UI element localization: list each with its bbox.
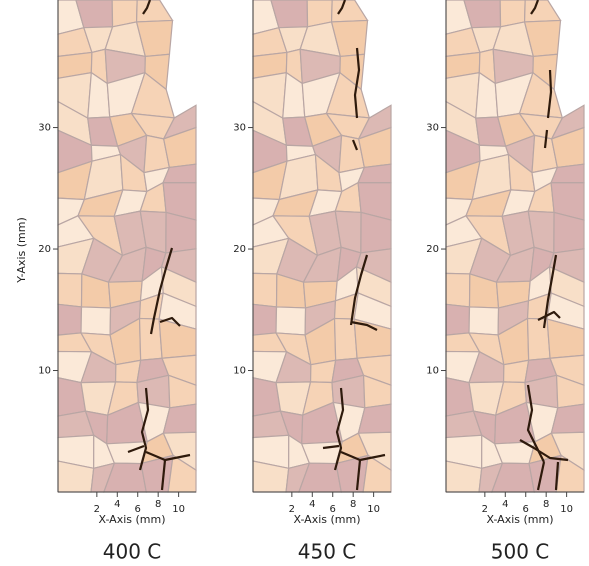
grain	[468, 306, 500, 336]
grain	[333, 317, 358, 361]
crack	[526, 384, 545, 463]
grain	[57, 303, 83, 336]
x-tick-label: 6	[135, 504, 141, 515]
cracks	[519, 0, 569, 491]
x-axis-label: X-Axis (mm)	[293, 513, 360, 526]
crack	[159, 316, 181, 327]
cracks	[322, 0, 386, 491]
x-tick-label: 10	[560, 504, 573, 515]
crack	[142, 0, 152, 15]
crack	[349, 254, 369, 326]
y-tick-label: 10	[38, 366, 51, 377]
y-tick-label: 10	[233, 366, 246, 377]
x-axis-label: X-Axis (mm)	[486, 513, 553, 526]
crack	[337, 0, 347, 15]
crack	[160, 459, 167, 491]
grain-map	[57, 0, 197, 493]
panel-title: 500 C	[491, 540, 550, 564]
crack	[355, 459, 362, 491]
grain	[360, 211, 392, 254]
crack	[353, 47, 361, 119]
y-axis-label: Y-Axis (mm)	[15, 217, 28, 283]
grain	[300, 441, 344, 465]
crack	[543, 129, 549, 149]
grain	[105, 441, 149, 465]
crack	[333, 387, 345, 471]
grain	[523, 0, 562, 23]
grain-map	[252, 0, 392, 493]
crack	[537, 310, 561, 321]
crack	[350, 320, 378, 331]
grain-map	[445, 0, 585, 493]
x-tick-label: 4	[114, 499, 120, 510]
x-axis-label: X-Axis (mm)	[98, 513, 165, 526]
crack	[138, 387, 150, 471]
grain	[445, 303, 471, 336]
crack	[351, 139, 359, 151]
panel: 10 20 30 2 4 6 8 10 X-Axis (mm) 450 C	[233, 0, 392, 564]
grain	[252, 303, 278, 336]
crack	[546, 69, 553, 119]
x-tick-label: 8	[350, 499, 356, 510]
grain	[57, 272, 83, 308]
grain	[135, 0, 174, 23]
panel: 10 20 30 2 4 6 8 10 X-Axis (mm) 400 C	[38, 0, 197, 564]
x-tick-label: 8	[543, 499, 549, 510]
x-tick-label: 4	[309, 499, 315, 510]
crack	[322, 444, 340, 450]
x-tick-label: 6	[523, 504, 529, 515]
grain	[526, 317, 551, 361]
crack	[530, 0, 540, 15]
crack	[536, 461, 546, 491]
grain	[138, 317, 163, 361]
crack	[127, 444, 145, 454]
x-tick-label: 8	[155, 499, 161, 510]
x-tick-label: 4	[502, 499, 508, 510]
grain	[165, 211, 197, 254]
y-tick-label: 20	[233, 244, 246, 255]
grain	[252, 272, 278, 308]
crack	[542, 254, 558, 329]
cracks	[127, 0, 191, 491]
y-tick-label: 30	[233, 123, 246, 134]
panel: 10 20 30 2 4 6 8 10 X-Axis (mm) 500 C	[426, 0, 585, 564]
y-tick-label: 30	[38, 123, 51, 134]
x-tick-label: 6	[330, 504, 336, 515]
grain	[330, 0, 369, 23]
grain	[502, 359, 530, 384]
grain	[445, 272, 471, 308]
y-tick-label: 20	[38, 244, 51, 255]
x-tick-label: 10	[172, 504, 185, 515]
x-tick-label: 2	[94, 504, 100, 515]
y-tick-label: 10	[426, 366, 439, 377]
x-tick-label: 10	[367, 504, 380, 515]
grain	[309, 359, 337, 384]
y-tick-label: 30	[426, 123, 439, 134]
crack	[519, 439, 569, 462]
y-tick-label: 20	[426, 244, 439, 255]
grain	[114, 359, 142, 384]
crack	[554, 461, 560, 491]
grain	[80, 306, 112, 336]
x-tick-label: 2	[482, 504, 488, 515]
x-tick-label: 2	[289, 504, 295, 515]
panel-title: 400 C	[103, 540, 162, 564]
crack	[149, 247, 174, 335]
panel-title: 450 C	[298, 540, 357, 564]
grain	[553, 211, 585, 254]
grain	[275, 306, 307, 336]
